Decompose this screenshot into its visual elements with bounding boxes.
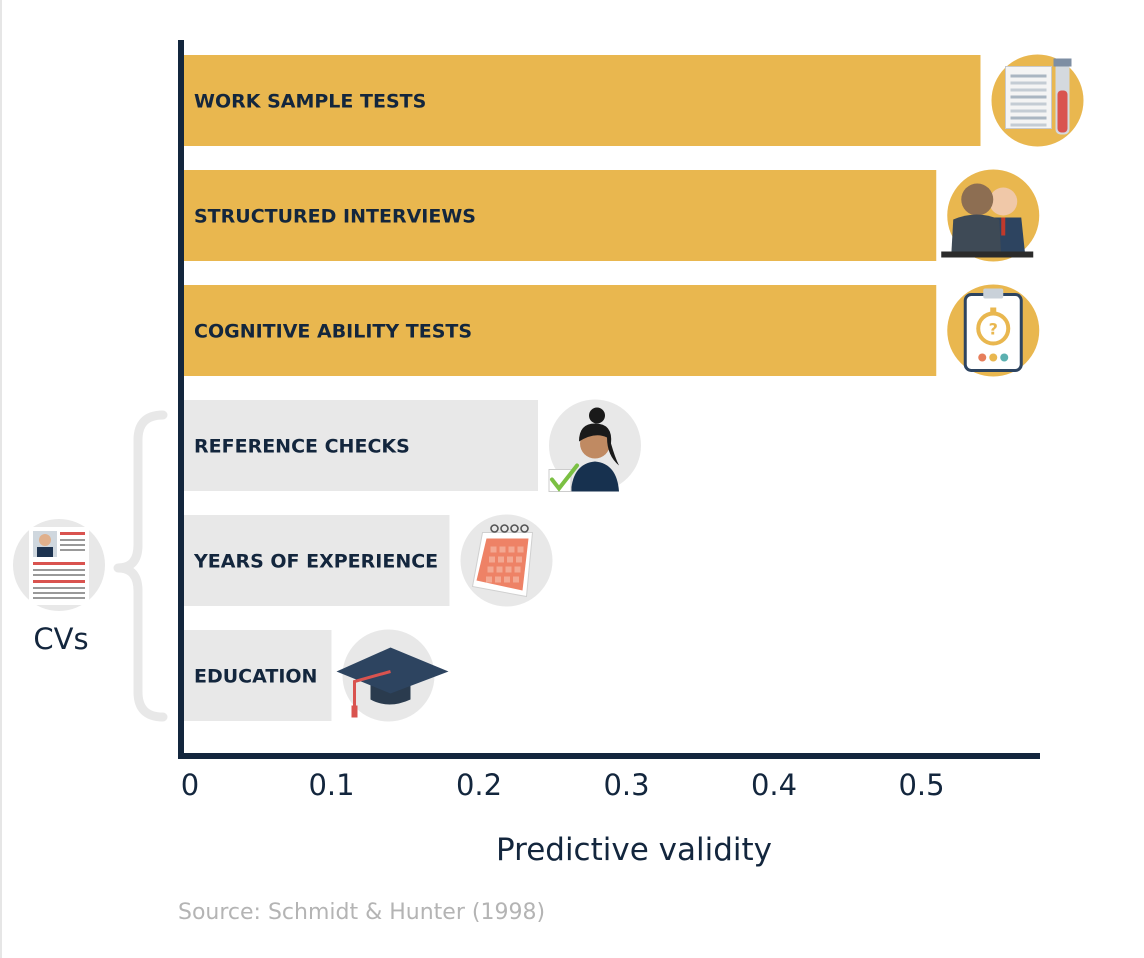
woman-checkmark-icon (548, 399, 641, 492)
cvs-label: CVs (33, 622, 89, 656)
bar-label-5: YEARS OF EXPERIENCE (193, 551, 438, 573)
bar-labels-group: WORK SAMPLE TESTS STRUCTURED INTERVIEWS CO… (193, 91, 476, 688)
calendar-icon (460, 514, 553, 607)
cvs-icon (13, 519, 105, 611)
bar-2 (184, 170, 937, 261)
bar-1 (184, 55, 981, 146)
x-axis-title: Predictive validity (496, 832, 772, 868)
bar-label-3: COGNITIVE ABILITY TESTS (194, 321, 472, 343)
x-tick-label-1: 0.1 (308, 768, 354, 802)
x-tick-label-0: 0 (181, 768, 199, 802)
bar-5 (184, 515, 450, 606)
source-note: Source: Schmidt & Hunter (1998) (178, 900, 546, 925)
graduation-cap-icon (336, 629, 449, 722)
icons-group: ? (336, 54, 1084, 722)
x-tick-label-4: 0.4 (751, 768, 797, 802)
svg-text:?: ? (989, 320, 998, 339)
clipboard-stopwatch-icon: ? (947, 284, 1040, 377)
x-tick-label-3: 0.3 (603, 768, 649, 802)
x-tick-label-5: 0.5 (898, 768, 944, 802)
cvs-brace (113, 410, 168, 722)
interview-icon (941, 169, 1040, 262)
x-tick-labels-group: 0 0.1 0.2 0.3 0.4 0.5 (181, 768, 945, 802)
bar-6 (184, 630, 332, 721)
bar-label-1: WORK SAMPLE TESTS (194, 91, 426, 113)
bar-4 (184, 400, 538, 491)
bar-3 (184, 285, 937, 376)
bar-label-6: EDUCATION (194, 666, 317, 688)
bar-label-4: REFERENCE CHECKS (194, 436, 410, 458)
bar-label-2: STRUCTURED INTERVIEWS (194, 206, 476, 228)
bars-group (184, 55, 981, 721)
test-sheet-icon (991, 54, 1084, 147)
x-tick-label-2: 0.2 (456, 768, 502, 802)
left-edge-line (0, 0, 2, 958)
